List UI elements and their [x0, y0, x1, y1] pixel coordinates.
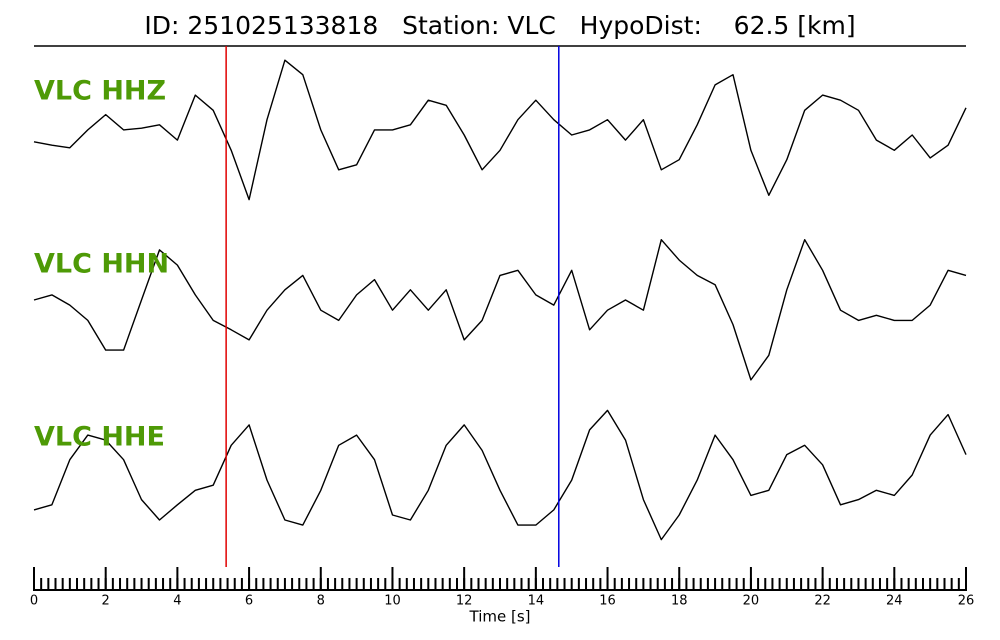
x-tick-label: 22 — [814, 594, 831, 609]
x-tick-label: 16 — [599, 594, 616, 609]
x-tick-label: 14 — [528, 594, 545, 609]
x-tick-label: 26 — [958, 594, 975, 609]
x-tick-label: 2 — [102, 594, 110, 609]
trace-label: VLC HHZ — [34, 76, 166, 107]
trace-label: VLC HHE — [34, 422, 165, 453]
x-tick-label: 18 — [671, 594, 688, 609]
x-tick-label: 4 — [173, 594, 181, 609]
trace — [33, 59, 967, 201]
trace — [33, 239, 967, 381]
x-tick-label: 12 — [456, 594, 473, 609]
x-tick-label: 6 — [245, 594, 253, 609]
trace — [33, 409, 967, 541]
x-tick-label: 8 — [317, 594, 325, 609]
x-axis-label: Time [s] — [469, 608, 531, 626]
x-tick-label: 0 — [30, 594, 38, 609]
trace-label: VLC HHN — [34, 249, 169, 280]
chart-title: ID: 251025133818 Station: VLC HypoDist: … — [144, 11, 855, 40]
x-tick-label: 24 — [886, 594, 903, 609]
x-tick-label: 10 — [384, 594, 401, 609]
x-tick-label: 20 — [743, 594, 760, 609]
